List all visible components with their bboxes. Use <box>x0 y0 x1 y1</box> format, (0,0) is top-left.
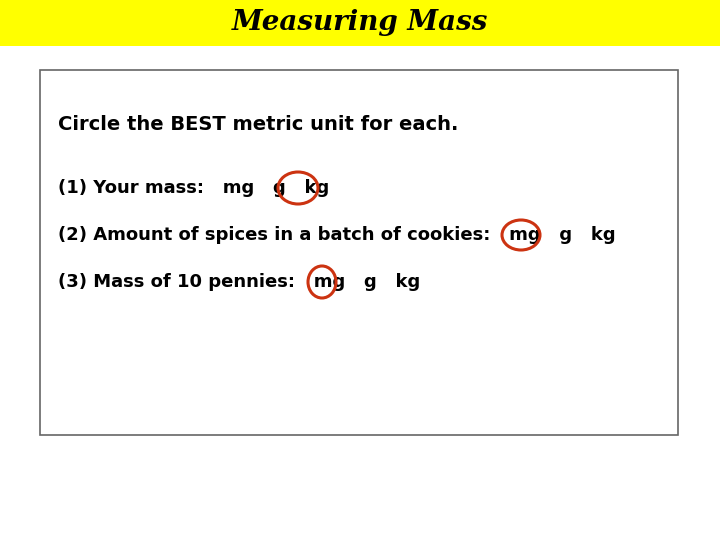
Text: (1) Your mass:   mg   g   kg: (1) Your mass: mg g kg <box>58 179 329 197</box>
Text: (3) Mass of 10 pennies:   mg   g   kg: (3) Mass of 10 pennies: mg g kg <box>58 273 420 291</box>
Text: (2) Amount of spices in a batch of cookies:   mg   g   kg: (2) Amount of spices in a batch of cooki… <box>58 226 616 244</box>
Text: Measuring Mass: Measuring Mass <box>232 10 488 37</box>
FancyBboxPatch shape <box>40 70 678 435</box>
FancyBboxPatch shape <box>0 0 720 46</box>
Text: Circle the BEST metric unit for each.: Circle the BEST metric unit for each. <box>58 116 459 134</box>
